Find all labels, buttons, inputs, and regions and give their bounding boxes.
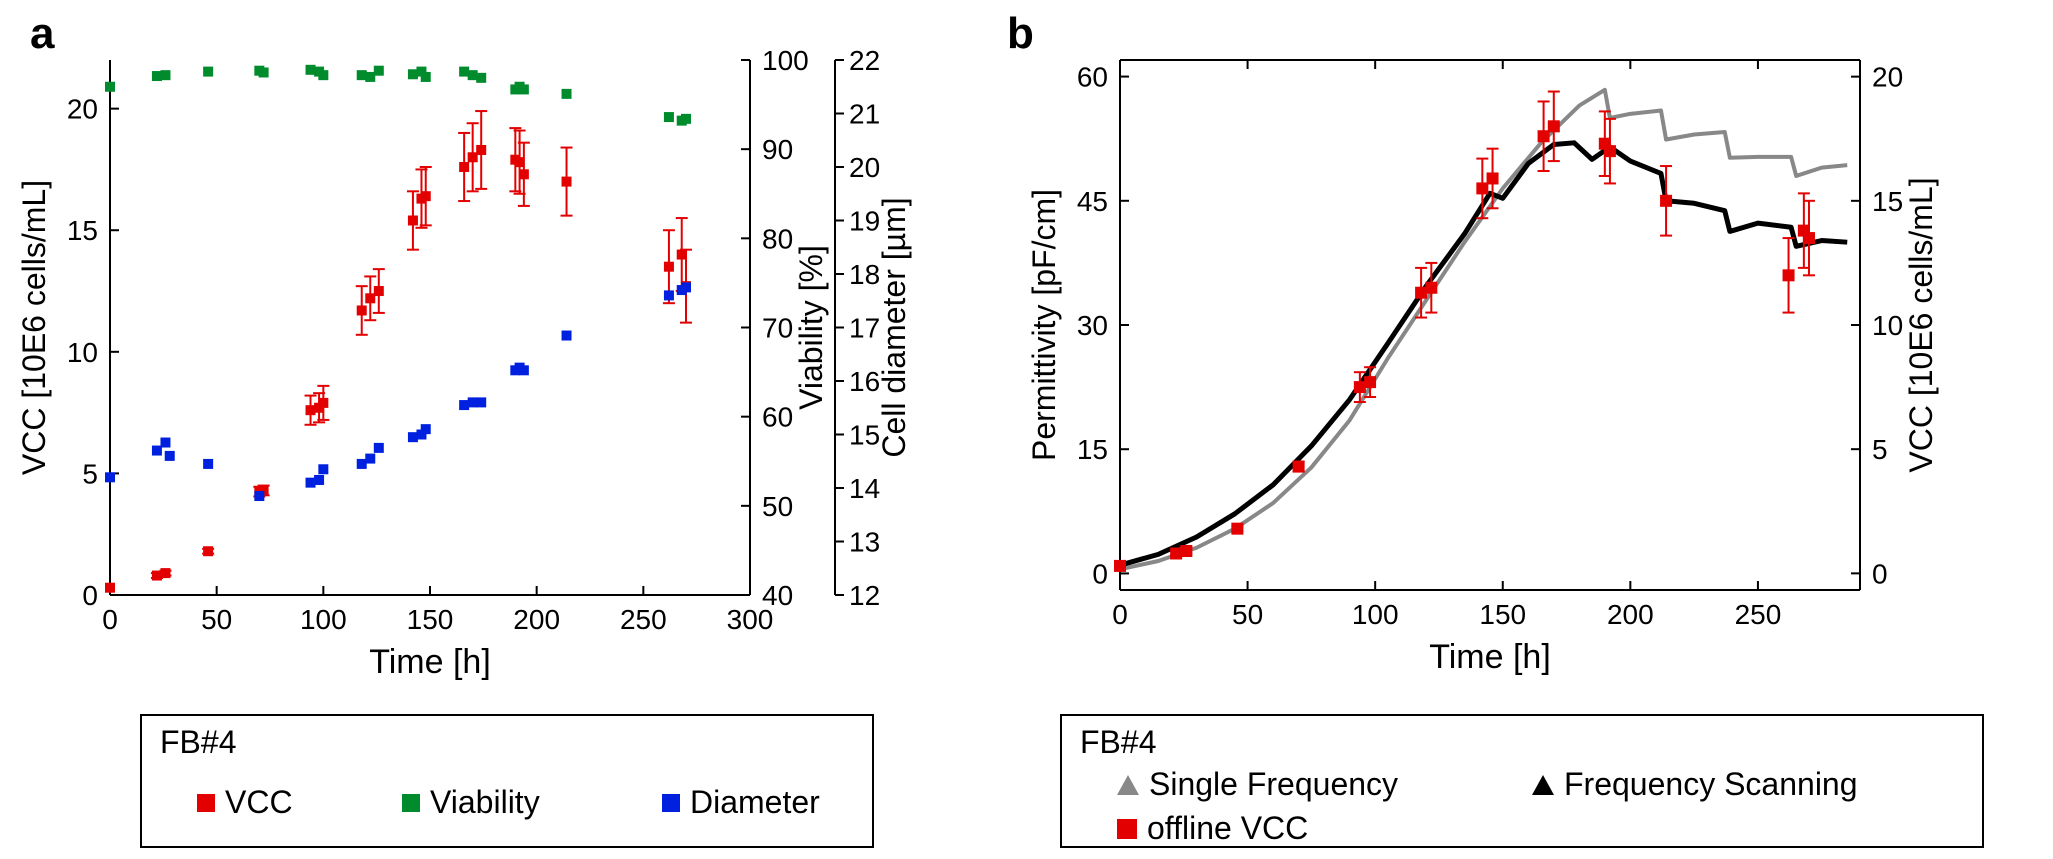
svg-text:Permittivity [pF/cm]: Permittivity [pF/cm] — [1026, 189, 1062, 461]
svg-text:5: 5 — [1872, 434, 1888, 465]
legend-box-a: FB#4 VCC Viability Diameter — [140, 714, 874, 848]
chart-panel-b: 050100150200250Time [h]015304560Permitti… — [0, 0, 2053, 720]
legend-label-diameter: Diameter — [690, 784, 820, 821]
svg-text:0: 0 — [1112, 599, 1128, 630]
svg-text:60: 60 — [1077, 62, 1108, 93]
legend-item-frequency_scanning: Frequency Scanning — [1532, 766, 1858, 803]
legend-label-frequency_scanning: Frequency Scanning — [1564, 766, 1858, 803]
legend-item-single_frequency: Single Frequency — [1117, 766, 1398, 803]
figure-container: a 050100150200250300Time [h]05101520VCC … — [0, 0, 2053, 859]
legend-title-a: FB#4 — [160, 724, 236, 761]
diameter-marker-icon — [662, 794, 680, 812]
svg-text:150: 150 — [1479, 599, 1526, 630]
svg-text:30: 30 — [1077, 310, 1108, 341]
svg-text:50: 50 — [1232, 599, 1263, 630]
offline_vcc-marker-icon — [1117, 819, 1137, 839]
svg-text:0: 0 — [1872, 558, 1888, 589]
legend-item-diameter: Diameter — [662, 784, 820, 821]
svg-text:250: 250 — [1735, 599, 1782, 630]
legend-item-vcc: VCC — [197, 784, 293, 821]
svg-text:100: 100 — [1352, 599, 1399, 630]
legend-label-viability: Viability — [430, 784, 540, 821]
legend-item-offline_vcc: offline VCC — [1117, 810, 1308, 847]
legend-label-vcc: VCC — [225, 784, 293, 821]
svg-text:10: 10 — [1872, 310, 1903, 341]
svg-text:VCC [10E6 cells/mL]: VCC [10E6 cells/mL] — [1903, 177, 1939, 472]
legend-label-offline_vcc: offline VCC — [1147, 810, 1308, 847]
svg-text:Time [h]: Time [h] — [1429, 638, 1551, 676]
svg-text:15: 15 — [1077, 434, 1108, 465]
svg-text:200: 200 — [1607, 599, 1654, 630]
legend-title-b: FB#4 — [1080, 724, 1156, 761]
svg-text:20: 20 — [1872, 62, 1903, 93]
legend-item-viability: Viability — [402, 784, 540, 821]
legend-label-single_frequency: Single Frequency — [1149, 766, 1398, 803]
viability-marker-icon — [402, 794, 420, 812]
legend-box-b: FB#4 Single Frequency Frequency Scanning o… — [1060, 714, 1984, 848]
svg-text:0: 0 — [1092, 558, 1108, 589]
svg-text:15: 15 — [1872, 186, 1903, 217]
vcc-marker-icon — [197, 794, 215, 812]
svg-text:45: 45 — [1077, 186, 1108, 217]
frequency_scanning-marker-icon — [1532, 775, 1554, 795]
single_frequency-marker-icon — [1117, 775, 1139, 795]
